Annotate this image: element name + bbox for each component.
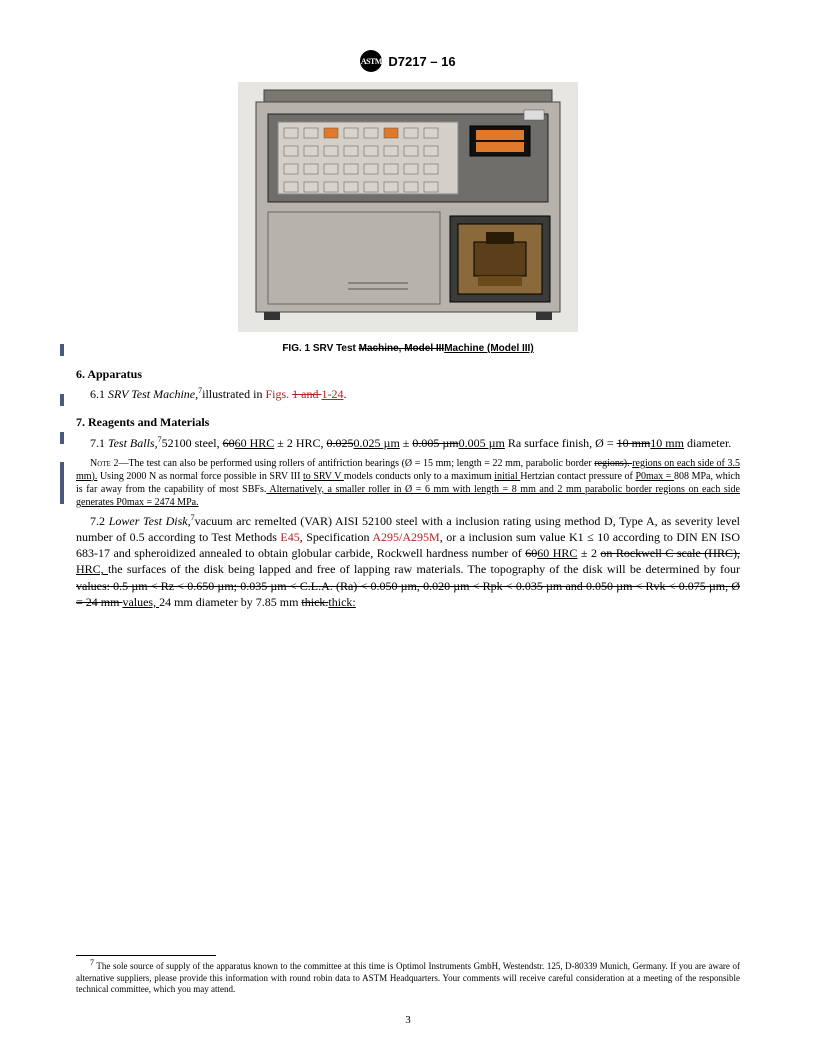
e45-link: E45 — [280, 530, 299, 544]
section-6-heading: 6. Apparatus — [76, 366, 740, 382]
footnote-rule — [76, 955, 216, 956]
srv-machine-illustration — [238, 82, 578, 332]
para-6-1: 6.1 SRV Test Machine,7illustrated in Fig… — [76, 386, 740, 402]
figure-caption: FIG. 1 SRV Test Machine, Model IIIMachin… — [76, 343, 740, 354]
section-7-heading: 7. Reagents and Materials — [76, 414, 740, 430]
para-7-2: 7.2 Lower Test Disk,7vacuum arc remelted… — [76, 513, 740, 610]
change-bar — [60, 344, 64, 356]
document-number: D7217 – 16 — [388, 54, 455, 69]
change-bar — [60, 394, 64, 406]
footnote-block: 7 The sole source of supply of the appar… — [76, 955, 740, 996]
change-bar — [60, 432, 64, 444]
para-7-1: 7.1 Test Balls,752100 steel, 6060 HRC ± … — [76, 435, 740, 451]
page-header: ASTM D7217 – 16 — [76, 50, 740, 72]
page-number: 3 — [0, 1014, 816, 1026]
footnote-7: 7 The sole source of supply of the appar… — [76, 958, 740, 996]
note-2: Note 2—The test can also be performed us… — [76, 457, 740, 509]
a295-link: A295/A295M — [372, 530, 439, 544]
astm-logo-icon: ASTM — [360, 50, 382, 72]
figure-1: FIG. 1 SRV Test Machine, Model IIIMachin… — [76, 82, 740, 354]
change-bar — [60, 462, 64, 504]
figs-link: Figs. 1 and 1-24 — [265, 387, 343, 401]
